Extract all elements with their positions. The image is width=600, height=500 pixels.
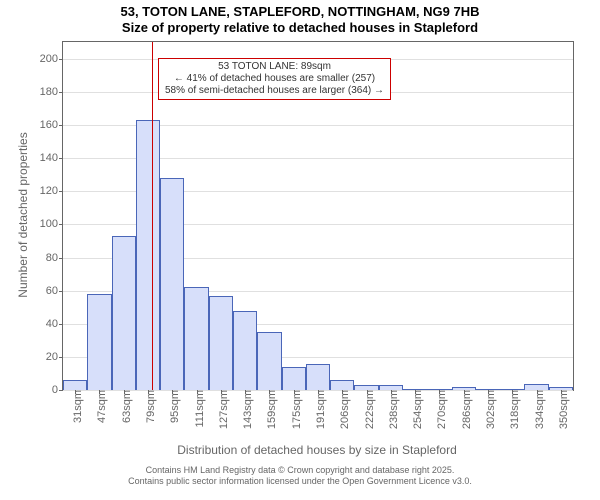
x-tick-label: 111sqm xyxy=(188,390,206,428)
x-tick-label: 254sqm xyxy=(406,390,424,429)
y-tick-label: 80 xyxy=(46,252,63,264)
plot-wrap: Number of detached properties 0204060801… xyxy=(0,41,600,389)
x-axis-label: Distribution of detached houses by size … xyxy=(62,443,572,457)
title-line2: Size of property relative to detached ho… xyxy=(122,20,478,35)
x-tick-label: 159sqm xyxy=(260,390,278,429)
callout-line2: ← 41% of detached houses are smaller (25… xyxy=(174,73,375,84)
x-tick-label: 238sqm xyxy=(382,390,400,429)
y-tick-label: 200 xyxy=(40,53,63,65)
y-tick-label: 0 xyxy=(52,384,63,396)
attribution: Contains HM Land Registry data © Crown c… xyxy=(0,465,600,488)
histogram-bar xyxy=(63,380,87,390)
x-tick-label: 175sqm xyxy=(285,390,303,429)
x-tick-label: 143sqm xyxy=(236,390,254,429)
x-tick-label: 31sqm xyxy=(66,390,84,423)
x-tick-label: 79sqm xyxy=(139,390,157,423)
x-tick-label: 222sqm xyxy=(358,390,376,429)
y-axis-label: Number of detached properties xyxy=(16,132,30,297)
x-tick-label: 318sqm xyxy=(503,390,521,429)
callout-line3: 58% of semi-detached houses are larger (… xyxy=(165,85,384,96)
histogram-bar xyxy=(87,294,111,390)
x-tick-label: 334sqm xyxy=(528,390,546,429)
histogram-bar xyxy=(209,296,233,390)
x-tick-label: 47sqm xyxy=(90,390,108,423)
histogram-bar xyxy=(160,178,184,390)
histogram-bar xyxy=(112,236,136,390)
histogram-bar xyxy=(184,287,208,390)
chart-title: 53, TOTON LANE, STAPLEFORD, NOTTINGHAM, … xyxy=(0,0,600,35)
reference-line xyxy=(152,42,153,390)
y-tick-label: 160 xyxy=(40,119,63,131)
x-tick-label: 95sqm xyxy=(163,390,181,423)
y-tick-label: 120 xyxy=(40,185,63,197)
x-tick-label: 206sqm xyxy=(333,390,351,429)
y-tick-label: 100 xyxy=(40,218,63,230)
attribution-line1: Contains HM Land Registry data © Crown c… xyxy=(146,465,455,475)
histogram-bar xyxy=(282,367,306,390)
callout-line1: 53 TOTON LANE: 89sqm xyxy=(218,61,331,72)
x-tick-label: 270sqm xyxy=(430,390,448,429)
histogram-bar xyxy=(233,311,257,391)
y-tick-label: 60 xyxy=(46,285,63,297)
x-tick-label: 63sqm xyxy=(115,390,133,423)
attribution-line2: Contains public sector information licen… xyxy=(128,476,472,486)
histogram-bar xyxy=(136,120,160,390)
plot-area: 02040608010012014016018020031sqm47sqm63s… xyxy=(62,41,574,391)
histogram-bar xyxy=(257,332,281,390)
x-tick-label: 191sqm xyxy=(309,390,327,429)
y-tick-label: 40 xyxy=(46,318,63,330)
x-tick-label: 286sqm xyxy=(455,390,473,429)
y-tick-label: 20 xyxy=(46,351,63,363)
histogram-bar xyxy=(306,364,330,391)
x-tick-label: 350sqm xyxy=(552,390,570,429)
callout-box: 53 TOTON LANE: 89sqm← 41% of detached ho… xyxy=(158,58,391,100)
y-tick-label: 140 xyxy=(40,152,63,164)
y-tick-label: 180 xyxy=(40,86,63,98)
x-tick-label: 302sqm xyxy=(479,390,497,429)
histogram-bar xyxy=(330,380,354,390)
title-line1: 53, TOTON LANE, STAPLEFORD, NOTTINGHAM, … xyxy=(121,4,480,19)
x-tick-label: 127sqm xyxy=(212,390,230,429)
